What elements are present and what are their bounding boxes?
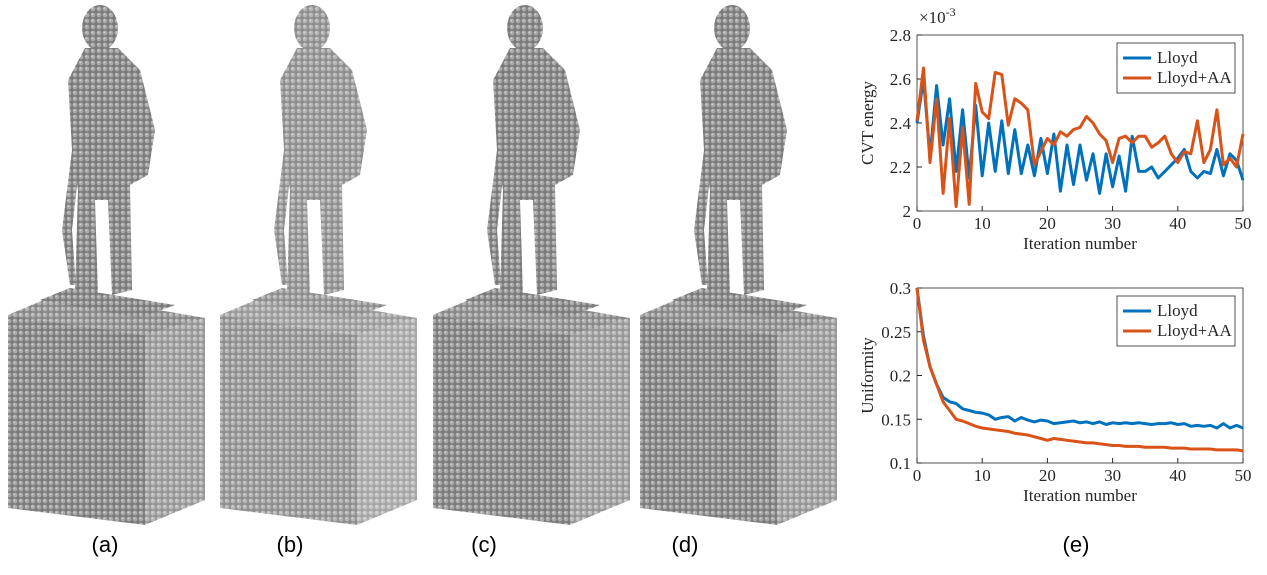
legend-label: Lloyd xyxy=(1157,48,1198,67)
y-tick-label: 2 xyxy=(903,202,912,221)
panel-label: (e) xyxy=(1063,532,1090,557)
x-tick-label: 30 xyxy=(1104,466,1121,485)
x-tick-label: 0 xyxy=(913,466,922,485)
y-tick-label: 0.1 xyxy=(890,454,911,473)
y-multiplier: ×10-3 xyxy=(919,5,956,27)
y-tick-label: 0.25 xyxy=(881,323,911,342)
x-tick-label: 50 xyxy=(1235,214,1252,233)
x-tick-label: 30 xyxy=(1104,214,1121,233)
y-tick-label: 2.2 xyxy=(890,158,911,177)
y-multiplier-base: ×10 xyxy=(919,8,946,27)
legend-label: Lloyd xyxy=(1157,301,1198,320)
x-tick-label: 20 xyxy=(1039,466,1056,485)
x-axis-label: Iteration number xyxy=(1023,486,1137,505)
panel-label: (b) xyxy=(277,532,304,557)
y-tick-label: 0.3 xyxy=(890,279,911,298)
x-tick-label: 50 xyxy=(1235,466,1252,485)
x-tick-label: 40 xyxy=(1169,214,1186,233)
panel-label: (a) xyxy=(92,532,119,557)
y-tick-label: 0.2 xyxy=(890,367,911,386)
y-tick-label: 2.4 xyxy=(890,114,912,133)
legend-label: Lloyd+AA xyxy=(1157,68,1232,87)
figure: (a) (b) (c) (d) (e) 0 10 20 30 40 50 2 2.2 2.4 2.… xyxy=(0,0,1267,575)
x-tick-label: 10 xyxy=(974,214,991,233)
x-tick-label: 0 xyxy=(913,214,922,233)
y-axis-label: CVT energy xyxy=(858,81,877,165)
statue-image xyxy=(220,5,417,525)
legend-label: Lloyd+AA xyxy=(1157,321,1232,340)
x-tick-label: 20 xyxy=(1039,214,1056,233)
y-tick-label: 2.8 xyxy=(890,26,911,45)
panel-label: (c) xyxy=(471,532,497,557)
statue-image xyxy=(640,5,837,525)
x-tick-label: 40 xyxy=(1169,466,1186,485)
x-tick-label: 10 xyxy=(974,466,991,485)
panel-label: (d) xyxy=(672,532,699,557)
x-axis-label: Iteration number xyxy=(1023,234,1137,253)
statue-image xyxy=(8,5,205,525)
y-tick-label: 2.6 xyxy=(890,70,911,89)
statue-image xyxy=(433,5,630,525)
y-multiplier-exponent: -3 xyxy=(946,5,956,19)
y-tick-label: 0.15 xyxy=(881,410,911,429)
y-axis-label: Uniformity xyxy=(858,337,877,414)
